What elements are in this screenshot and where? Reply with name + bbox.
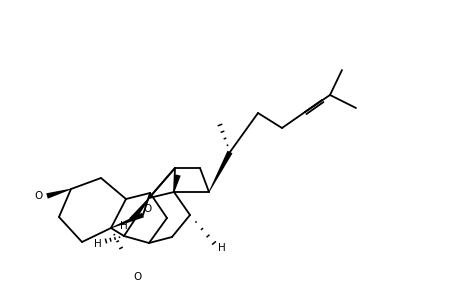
Text: H: H [94,239,101,249]
Text: O: O [134,272,142,282]
Polygon shape [173,174,180,192]
Polygon shape [111,213,144,228]
Text: O: O [144,204,152,214]
Text: H: H [120,221,128,231]
Polygon shape [46,189,71,199]
Polygon shape [129,198,149,222]
Text: H: H [218,243,225,253]
Text: O: O [35,191,43,201]
Polygon shape [208,151,232,192]
